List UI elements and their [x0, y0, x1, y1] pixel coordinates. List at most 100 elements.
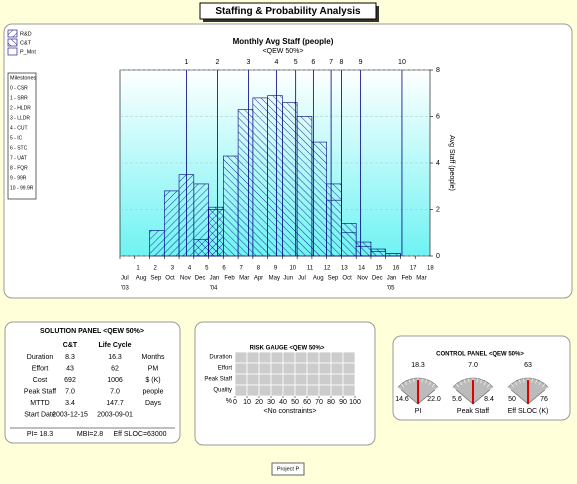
control-title: CONTROL PANEL <QEW 50%> — [436, 352, 524, 358]
risk-cell — [234, 351, 248, 364]
table-cell: 3.4 — [65, 400, 75, 407]
x-tick-label: Jul — [298, 276, 306, 282]
legend-swatch — [7, 38, 18, 47]
risk-cell — [294, 351, 308, 364]
table-cell: Start Date — [24, 411, 56, 418]
month-number: 16 — [393, 266, 400, 272]
risk-cell — [294, 373, 308, 386]
month-number: 13 — [341, 266, 348, 272]
risk-cell — [282, 384, 296, 397]
gauge-tick — [397, 387, 402, 391]
year-label: '04 — [210, 286, 218, 292]
table-cell: PM — [148, 365, 159, 372]
y-axis-label: Avg Staff (people) — [448, 135, 455, 191]
legend-label: P_Mnt — [20, 49, 36, 55]
risk-cell — [282, 362, 296, 375]
legend-label: C&T — [20, 40, 32, 46]
x-tick-label: Mar — [416, 276, 426, 282]
month-number: 15 — [375, 266, 382, 272]
bar — [282, 102, 298, 257]
gauge-tick — [511, 383, 515, 388]
month-number: 8 — [257, 266, 261, 272]
risk-cell — [342, 351, 356, 364]
x-tick-label: Dec — [195, 276, 206, 282]
milestone-legend-item: 6 - STC — [10, 145, 28, 151]
risk-tick-label: 0 — [233, 399, 237, 406]
milestone-label: 2 — [215, 59, 219, 66]
x-tick-label: Nov — [180, 276, 191, 282]
x-tick-label: Oct — [165, 276, 175, 282]
gauge-max: 8.4 — [484, 396, 494, 403]
gauge-name: Peak Staff — [457, 408, 489, 415]
bar — [296, 116, 313, 257]
solution-footer: Eff SLOC=63000 — [114, 431, 167, 438]
month-number: 3 — [171, 266, 175, 272]
y-tick-label: 0 — [436, 253, 440, 260]
chart-subtitle: <QEW 50%> — [263, 48, 304, 55]
risk-cell — [306, 351, 320, 364]
gauge-tick — [468, 378, 470, 383]
solution-panel — [4, 321, 181, 444]
gauge-value: 7.0 — [468, 362, 478, 369]
risk-cell — [330, 351, 344, 364]
x-tick-label: Oct — [342, 276, 352, 282]
risk-row-label: Effort — [218, 366, 233, 372]
gauge-tick — [489, 387, 494, 391]
risk-tick-label: 20 — [255, 399, 263, 406]
risk-tick-label: 30 — [267, 399, 275, 406]
gauge-tick — [518, 379, 521, 384]
gauge-tick — [476, 378, 478, 383]
month-number: 9 — [274, 266, 278, 272]
bar — [252, 97, 268, 257]
milestone-label: 10 — [398, 59, 406, 66]
solution-footer: MBI=2.8 — [77, 431, 103, 438]
risk-tick-label: 40 — [279, 399, 287, 406]
risk-cell — [258, 373, 272, 386]
milestone-label: 5 — [294, 59, 298, 66]
milestone-label: 8 — [339, 59, 343, 66]
table-cell: Effort — [32, 365, 49, 372]
bar — [267, 95, 283, 257]
table-cell: Months — [142, 354, 165, 361]
bar — [223, 155, 239, 257]
risk-row-label: Peak Staff — [204, 377, 232, 383]
table-cell: Duration — [27, 354, 54, 361]
project-button-label[interactable]: Project P — [277, 466, 300, 472]
x-tick-label: Jun — [283, 276, 293, 282]
gauge-tick — [452, 387, 457, 391]
milestones-legend-box — [7, 72, 37, 200]
milestones-legend-title: Milestones — [10, 75, 37, 81]
chart-title: Monthly Avg Staff (people) — [233, 37, 334, 46]
risk-cell — [246, 351, 260, 364]
risk-cell — [318, 384, 332, 397]
gauge-min: 5.6 — [452, 396, 462, 403]
project-button[interactable] — [271, 462, 305, 476]
milestone-legend-item: 3 - LLDR — [10, 115, 30, 121]
milestone-label: 6 — [311, 59, 315, 66]
table-cell: Days — [145, 400, 161, 407]
y-tick-label: 2 — [436, 206, 440, 213]
milestone-legend-item: 5 - IC — [10, 135, 23, 141]
x-tick-label: Feb — [224, 276, 235, 282]
milestone-legend-item: 9 - 99R — [10, 175, 27, 181]
risk-cell — [246, 384, 260, 397]
x-tick-label: Aug — [313, 276, 324, 282]
gauge-max: 22.0 — [427, 396, 441, 403]
x-tick-label: Jan — [210, 276, 220, 282]
y-tick-label: 6 — [436, 113, 440, 120]
table-cell: 16.3 — [108, 354, 122, 361]
gauge-tick — [523, 378, 525, 383]
bar — [326, 199, 342, 257]
table-cell: 147.7 — [106, 400, 124, 407]
risk-cell — [246, 373, 260, 386]
milestone-legend-item: 10 - 99.9R — [10, 185, 34, 191]
milestone-label: 9 — [359, 59, 363, 66]
table-cell: Peak Staff — [24, 388, 56, 395]
gauge-max: 76 — [540, 396, 548, 403]
risk-tick-label: 50 — [291, 399, 299, 406]
gauge-name: Eff SLOC (K) — [508, 408, 549, 415]
x-tick-label: Sep — [328, 276, 339, 282]
risk-cell — [234, 384, 248, 397]
